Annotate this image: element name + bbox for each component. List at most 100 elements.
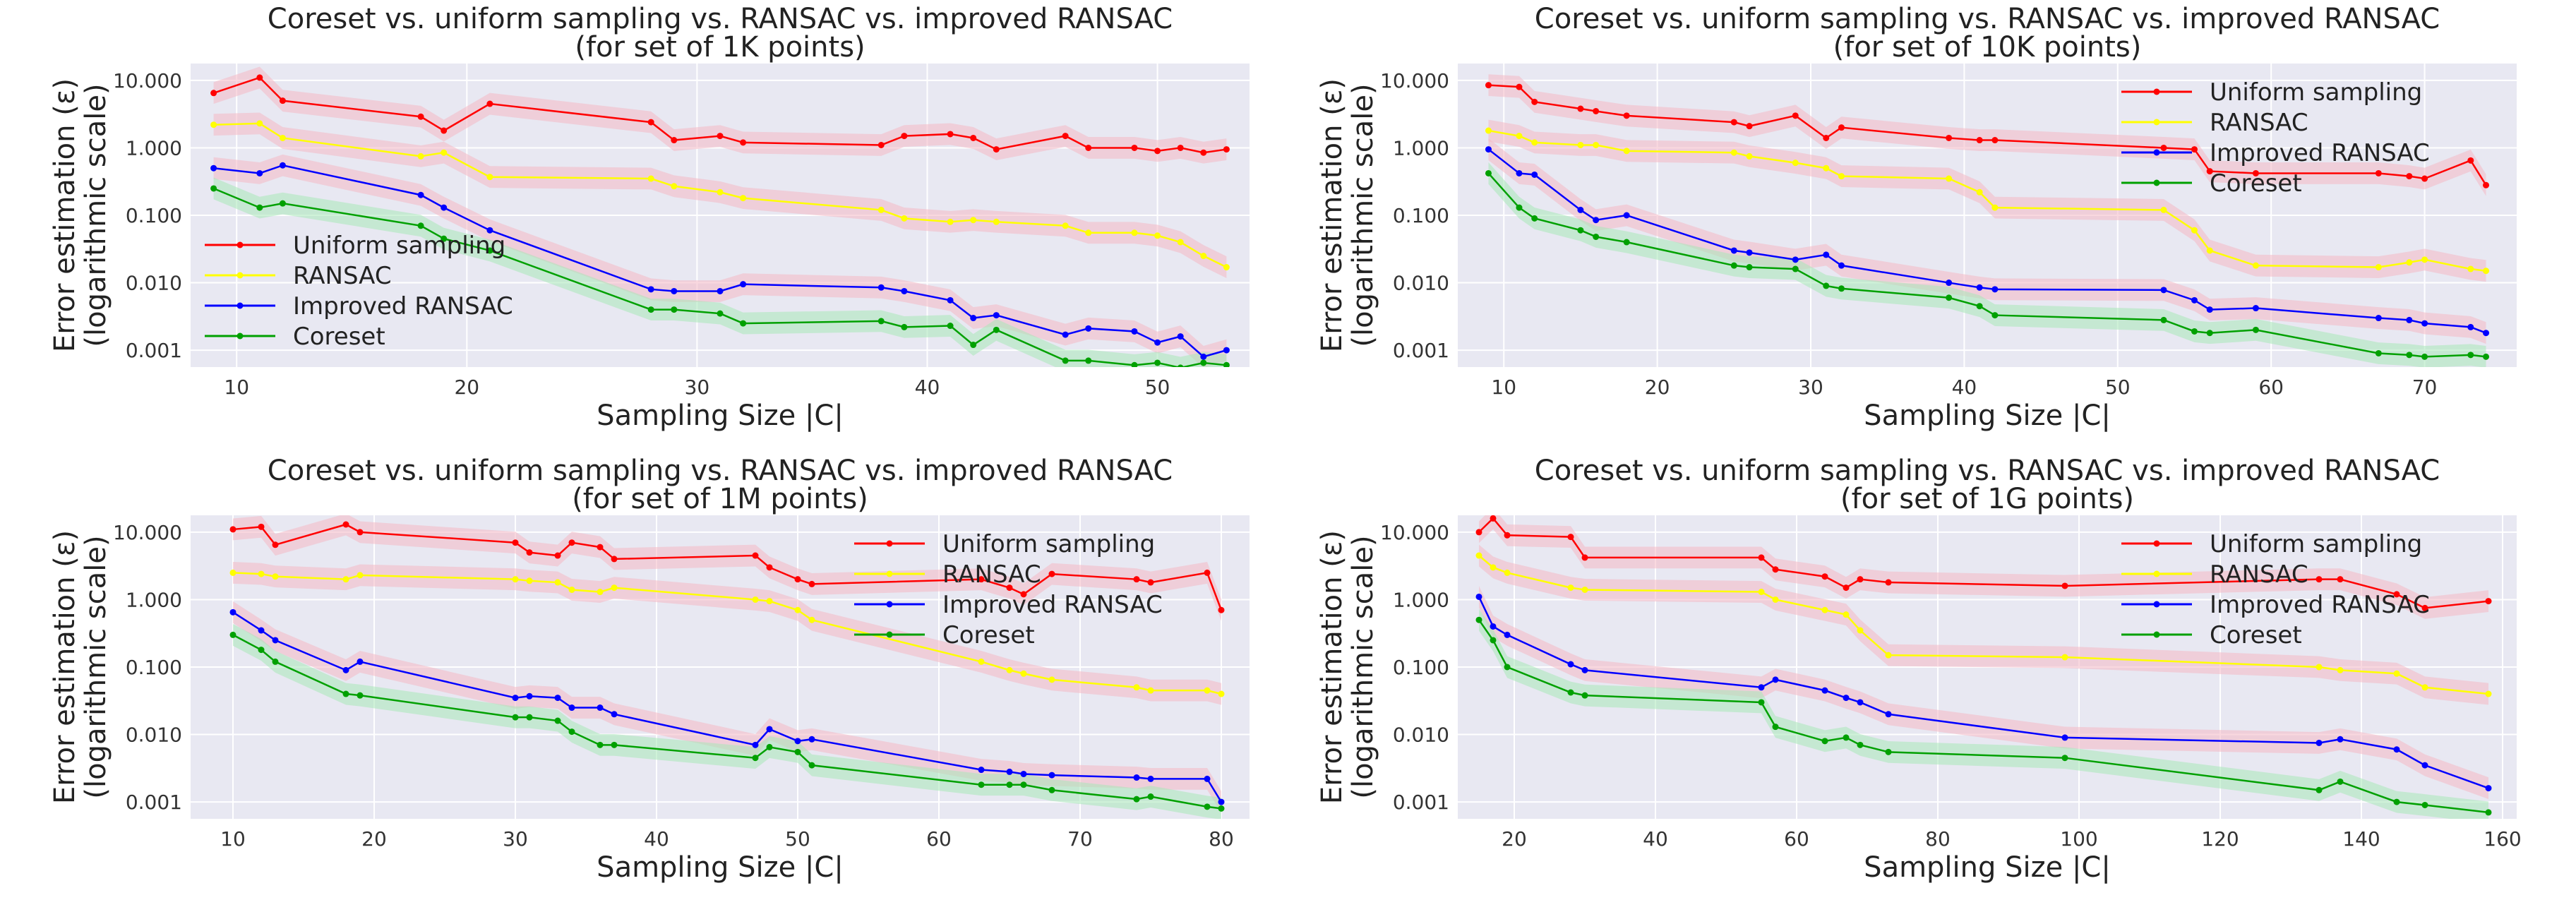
data-point-improved xyxy=(1177,333,1184,340)
data-point-improved xyxy=(1147,775,1154,782)
data-point-ransac xyxy=(2206,247,2213,254)
data-point-improved xyxy=(947,296,954,304)
data-point-uniform xyxy=(2406,173,2413,180)
data-point-improved xyxy=(1976,284,1983,291)
data-point-improved xyxy=(1490,623,1497,630)
data-point-uniform xyxy=(1746,123,1753,130)
data-point-ransac xyxy=(1177,239,1184,246)
x-tick-label: 100 xyxy=(2060,827,2097,851)
data-point-uniform xyxy=(597,544,604,551)
data-point-coreset xyxy=(1204,803,1211,810)
x-tick-label: 20 xyxy=(1645,376,1670,399)
data-point-uniform xyxy=(554,552,561,559)
x-tick-label: 20 xyxy=(361,827,387,851)
y-tick-label: 10.000 xyxy=(113,69,182,92)
data-point-ransac xyxy=(752,596,759,603)
data-point-uniform xyxy=(512,539,519,546)
data-point-improved xyxy=(1593,217,1600,224)
data-point-improved xyxy=(554,695,561,702)
data-point-ransac xyxy=(993,218,1000,225)
data-point-ransac xyxy=(417,152,424,160)
data-point-ransac xyxy=(1792,160,1799,167)
data-point-coreset xyxy=(2421,353,2428,360)
legend-marker-uniform xyxy=(2153,88,2160,95)
confidence-band-improved xyxy=(213,154,1227,367)
data-point-ransac xyxy=(2485,690,2492,697)
data-point-uniform xyxy=(342,521,349,528)
data-point-uniform xyxy=(1204,569,1211,576)
data-point-coreset xyxy=(1821,738,1828,745)
data-point-coreset xyxy=(1006,781,1013,788)
data-point-improved xyxy=(1200,353,1207,360)
data-point-ransac xyxy=(740,195,747,202)
x-tick-label: 40 xyxy=(1643,827,1668,851)
data-point-improved xyxy=(1792,256,1799,263)
data-point-improved xyxy=(1838,262,1845,269)
y-tick-label: 1.000 xyxy=(126,136,182,160)
data-point-ransac xyxy=(258,570,265,577)
legend-marker-coreset xyxy=(2153,631,2160,638)
data-point-ransac xyxy=(526,577,533,584)
data-point-coreset xyxy=(512,714,519,721)
y-axis-label: Error estimation (ε) xyxy=(49,530,81,804)
legend-marker-coreset xyxy=(2153,179,2160,186)
data-point-uniform xyxy=(2206,168,2213,175)
data-point-uniform xyxy=(229,526,236,533)
data-point-coreset xyxy=(597,741,604,748)
data-point-ransac xyxy=(766,598,773,605)
data-point-uniform xyxy=(1577,105,1584,112)
data-point-improved xyxy=(1857,699,1864,706)
data-point-uniform xyxy=(752,552,759,559)
data-point-uniform xyxy=(1133,576,1140,583)
data-point-improved xyxy=(740,281,747,288)
data-point-uniform xyxy=(526,549,533,556)
series-line-ransac xyxy=(213,122,1227,268)
y-tick-label: 0.001 xyxy=(1393,339,1449,362)
x-tick-label: 50 xyxy=(2105,376,2131,399)
data-point-ransac xyxy=(357,572,364,579)
data-point-coreset xyxy=(1133,796,1140,803)
data-point-ransac xyxy=(2252,262,2259,269)
data-point-coreset xyxy=(1504,664,1511,671)
data-point-uniform xyxy=(2485,598,2492,605)
data-point-coreset xyxy=(1085,357,1092,364)
y-tick-label: 1.000 xyxy=(1393,588,1449,611)
chart-subtitle: (for set of 1K points) xyxy=(575,31,865,64)
data-point-uniform xyxy=(1857,576,1864,583)
data-point-coreset xyxy=(1567,689,1574,696)
data-point-coreset xyxy=(2393,798,2400,805)
data-point-improved xyxy=(2421,320,2428,327)
data-point-uniform xyxy=(256,74,263,81)
data-point-improved xyxy=(2160,287,2167,294)
legend-marker-ransac xyxy=(2153,119,2160,126)
data-point-uniform xyxy=(1177,144,1184,151)
data-point-improved xyxy=(671,287,678,294)
data-point-uniform xyxy=(417,113,424,120)
confidence-band-uniform xyxy=(1479,515,2488,619)
data-point-coreset xyxy=(2375,349,2382,356)
data-point-coreset xyxy=(877,318,885,325)
chart-title: Coreset vs. uniform sampling vs. RANSAC … xyxy=(1535,455,2440,487)
data-point-coreset xyxy=(752,755,759,762)
data-point-coreset xyxy=(1048,786,1055,793)
chart-panel-2: 10 20 30 40 50 60 70 0.001 0.010 0.100 1.000 10.000… xyxy=(1316,3,2517,432)
y-tick-label: 0.001 xyxy=(126,791,182,814)
x-tick-label: 80 xyxy=(1209,827,1234,851)
data-point-coreset xyxy=(1577,227,1584,234)
chart-title: Coreset vs. uniform sampling vs. RANSAC … xyxy=(268,455,1173,487)
data-point-coreset xyxy=(1485,169,1492,176)
data-point-improved xyxy=(1154,339,1161,346)
data-point-improved xyxy=(1131,328,1138,335)
data-point-improved xyxy=(647,286,654,293)
data-point-improved xyxy=(597,704,604,712)
data-point-coreset xyxy=(229,631,236,638)
data-point-improved xyxy=(1218,798,1225,805)
legend-marker-uniform xyxy=(236,241,244,248)
data-point-uniform xyxy=(1976,137,1983,144)
data-point-improved xyxy=(1577,206,1584,213)
legend-label-coreset: Coreset xyxy=(942,621,1035,649)
data-point-uniform xyxy=(1581,554,1588,561)
data-point-ransac xyxy=(611,584,618,592)
data-point-uniform xyxy=(2467,157,2474,164)
